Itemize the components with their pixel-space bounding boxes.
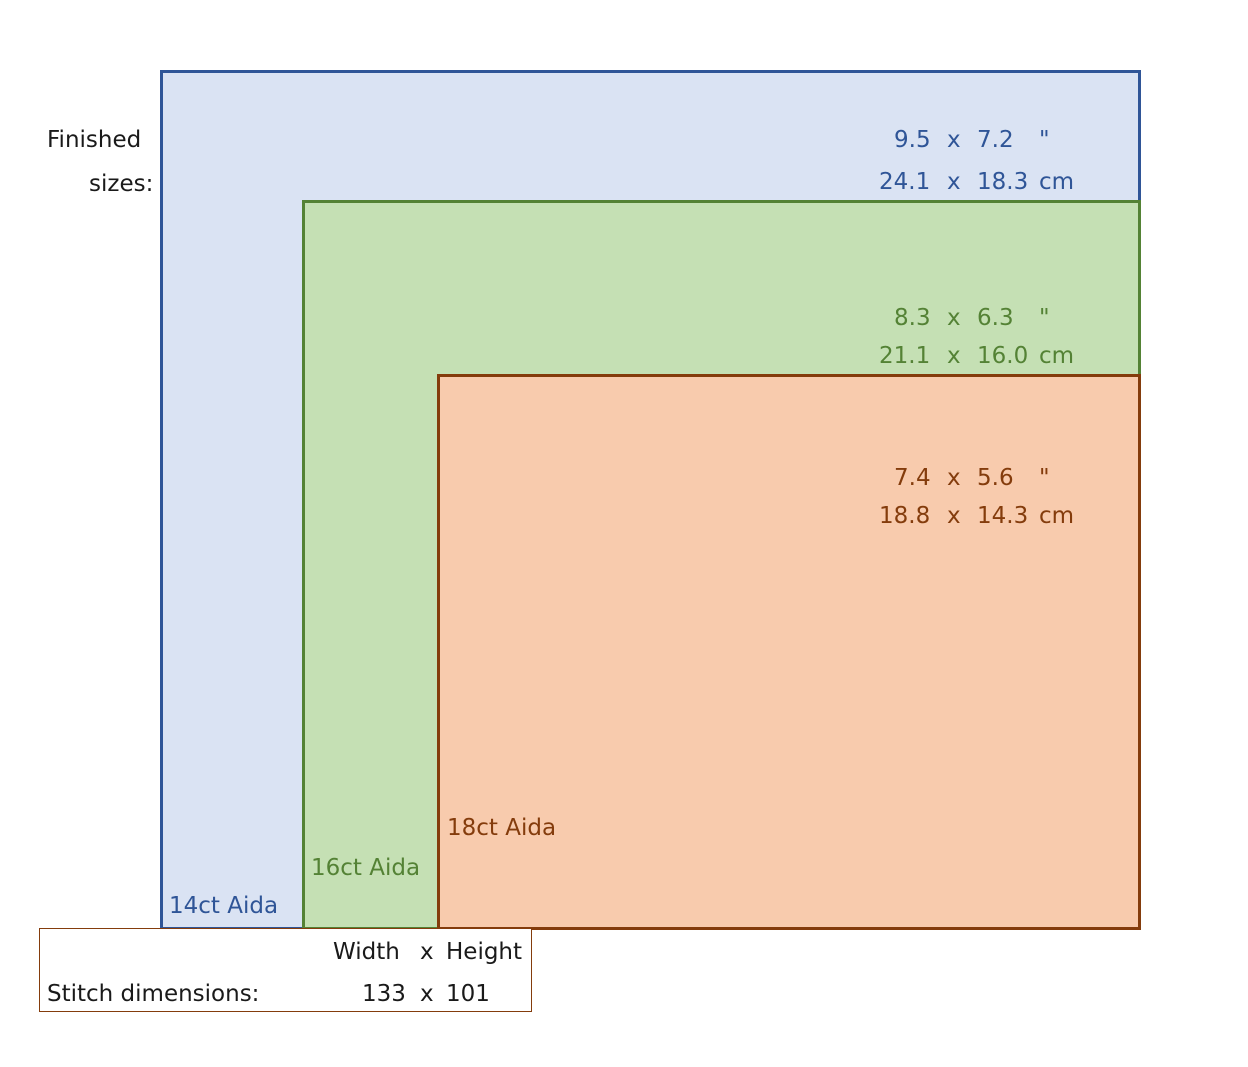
size-14ct-cm-height: 18.3 [977, 169, 1029, 195]
stitch-header-width: Width [333, 939, 400, 965]
size-18ct-inches-height: 5.6 [977, 465, 1014, 491]
size-16ct-cm-x: x [947, 343, 961, 369]
stitch-dimensions-label: Stitch dimensions: [47, 981, 260, 1007]
stitch-width-value: 133 [362, 981, 406, 1007]
size-18ct-inches: 7.4 x 5.6 " [0, 464, 1248, 492]
fabric-16ct-label: 16ct Aida [311, 855, 421, 881]
size-16ct-cm-height: 16.0 [977, 343, 1029, 369]
size-18ct-inches-x: x [947, 465, 961, 491]
size-16ct-inches: 8.3 x 6.3 " [0, 304, 1248, 332]
size-18ct-inches-width: 7.4 [894, 465, 931, 491]
size-18ct-cm-x: x [947, 503, 961, 529]
stitch-x: x [420, 981, 434, 1007]
fabric-18ct-rect [437, 374, 1141, 930]
size-18ct-cm: 18.8 x 14.3 cm [0, 502, 1248, 530]
size-16ct-inches-width: 8.3 [894, 305, 931, 331]
size-18ct-cm-height: 14.3 [977, 503, 1029, 529]
size-14ct-cm-width: 24.1 [879, 169, 931, 195]
fabric-18ct-label: 18ct Aida [447, 815, 557, 841]
size-16ct-inches-height: 6.3 [977, 305, 1014, 331]
size-14ct-inches-height: 7.2 [977, 127, 1014, 153]
stitch-header-x: x [420, 939, 434, 965]
size-14ct-inches-unit: " [1039, 127, 1050, 153]
size-18ct-cm-unit: cm [1039, 503, 1075, 529]
size-16ct-cm-width: 21.1 [879, 343, 931, 369]
size-14ct-inches: 9.5 x 7.2 " [0, 126, 1248, 154]
size-18ct-cm-width: 18.8 [879, 503, 931, 529]
stitch-dimensions-box [39, 928, 532, 1012]
size-14ct-cm-x: x [947, 169, 961, 195]
stitch-height-value: 101 [446, 981, 490, 1007]
size-16ct-inches-unit: " [1039, 305, 1050, 331]
size-16ct-inches-x: x [947, 305, 961, 331]
size-16ct-cm-unit: cm [1039, 343, 1075, 369]
fabric-14ct-label: 14ct Aida [169, 893, 279, 919]
finished-sizes-label-line2: sizes: [89, 171, 154, 197]
stitch-header-height: Height [446, 939, 523, 965]
size-14ct-inches-width: 9.5 [894, 127, 931, 153]
size-14ct-cm-unit: cm [1039, 169, 1075, 195]
size-18ct-inches-unit: " [1039, 465, 1050, 491]
size-14ct-cm: 24.1 x 18.3 cm [0, 168, 1248, 196]
finished-sizes-label-line1: Finished [47, 127, 142, 153]
size-16ct-cm: 21.1 x 16.0 cm [0, 342, 1248, 370]
size-14ct-inches-x: x [947, 127, 961, 153]
